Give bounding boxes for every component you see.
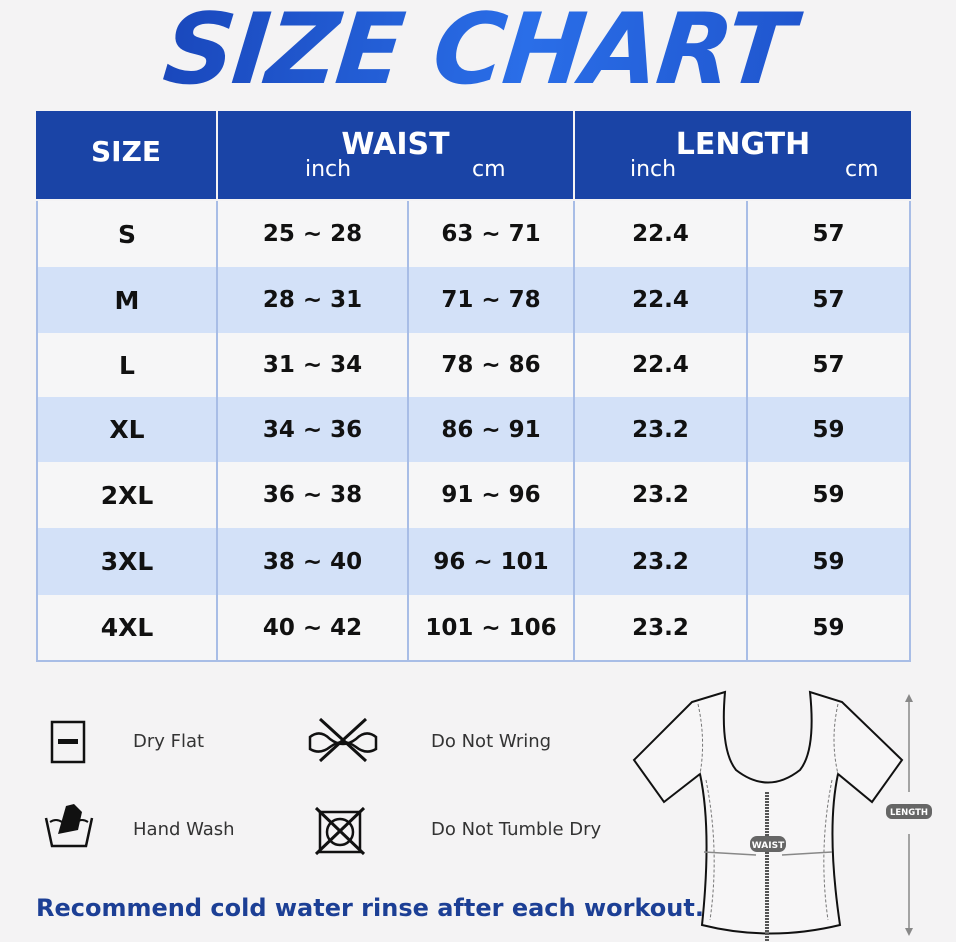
waist-inch-cell: 40 ~ 42: [218, 595, 409, 660]
header-waist-inch: inch: [305, 157, 352, 182]
care-label: Dry Flat: [133, 731, 205, 752]
size-cell: XL: [36, 397, 218, 462]
care-label: Do Not Wring: [431, 731, 552, 752]
length-inch-cell: 22.4: [575, 201, 748, 267]
do-not-tumble-dry-icon: [314, 806, 366, 856]
size-cell: M: [36, 267, 218, 333]
length-cm-cell: 59: [748, 462, 911, 528]
length-cm-cell: 59: [748, 595, 911, 660]
size-cell: S: [36, 201, 218, 267]
header-length-cm: cm: [845, 157, 879, 182]
length-cm-cell: 59: [748, 528, 911, 595]
waist-inch-cell: 38 ~ 40: [218, 528, 409, 595]
waist-cm-cell: 86 ~ 91: [409, 397, 575, 462]
length-inch-cell: 22.4: [575, 333, 748, 397]
length-cm-cell: 57: [748, 201, 911, 267]
hand-wash-icon: [44, 804, 94, 848]
table-row: M 28 ~ 31 71 ~ 78 22.4 57: [36, 267, 911, 333]
waist-cm-cell: 96 ~ 101: [409, 528, 575, 595]
length-cm-cell: 57: [748, 267, 911, 333]
length-inch-cell: 22.4: [575, 267, 748, 333]
waist-cm-cell: 71 ~ 78: [409, 267, 575, 333]
length-inch-cell: 23.2: [575, 595, 748, 660]
header-size: SIZE: [36, 111, 216, 199]
table-row: 4XL 40 ~ 42 101 ~ 106 23.2 59: [36, 595, 911, 662]
table-row: L 31 ~ 34 78 ~ 86 22.4 57: [36, 333, 911, 397]
length-cm-cell: 57: [748, 333, 911, 397]
do-not-wring-icon: [308, 717, 378, 763]
length-cm-cell: 59: [748, 397, 911, 462]
length-inch-cell: 23.2: [575, 397, 748, 462]
waist-inch-cell: 34 ~ 36: [218, 397, 409, 462]
waist-inch-cell: 36 ~ 38: [218, 462, 409, 528]
care-label: Hand Wash: [133, 819, 235, 840]
header-size-label: SIZE: [90, 135, 161, 168]
header-length: LENGTH inch cm: [575, 111, 911, 199]
size-cell: 2XL: [36, 462, 218, 528]
waist-cm-cell: 78 ~ 86: [409, 333, 575, 397]
length-inch-cell: 23.2: [575, 528, 748, 595]
dry-flat-icon: [50, 720, 86, 764]
care-label: Do Not Tumble Dry: [431, 819, 602, 840]
waist-inch-cell: 25 ~ 28: [218, 201, 409, 267]
header-waist-cm: cm: [472, 157, 506, 182]
table-row: 3XL 38 ~ 40 96 ~ 101 23.2 59: [36, 528, 911, 595]
garment-diagram: WAIST LENGTH: [632, 690, 932, 942]
size-cell: 3XL: [36, 528, 218, 595]
header-waist-label: WAIST: [341, 127, 450, 162]
table-row: 2XL 36 ~ 38 91 ~ 96 23.2 59: [36, 462, 911, 528]
waist-inch-cell: 31 ~ 34: [218, 333, 409, 397]
table-row: S 25 ~ 28 63 ~ 71 22.4 57: [36, 201, 911, 267]
header-waist: WAIST inch cm: [218, 111, 573, 199]
page-title: SIZE CHART: [0, 0, 956, 107]
size-cell: 4XL: [36, 595, 218, 660]
waist-cm-cell: 63 ~ 71: [409, 201, 575, 267]
waist-label: WAIST: [752, 841, 785, 851]
length-inch-cell: 23.2: [575, 462, 748, 528]
table-row: XL 34 ~ 36 86 ~ 91 23.2 59: [36, 397, 911, 462]
waist-cm-cell: 91 ~ 96: [409, 462, 575, 528]
header-length-label: LENGTH: [675, 127, 811, 162]
size-cell: L: [36, 333, 218, 397]
waist-cm-cell: 101 ~ 106: [409, 595, 575, 660]
length-label: LENGTH: [890, 808, 928, 818]
waist-inch-cell: 28 ~ 31: [218, 267, 409, 333]
care-note: Recommend cold water rinse after each wo…: [36, 894, 704, 922]
header-length-inch: inch: [630, 157, 677, 182]
